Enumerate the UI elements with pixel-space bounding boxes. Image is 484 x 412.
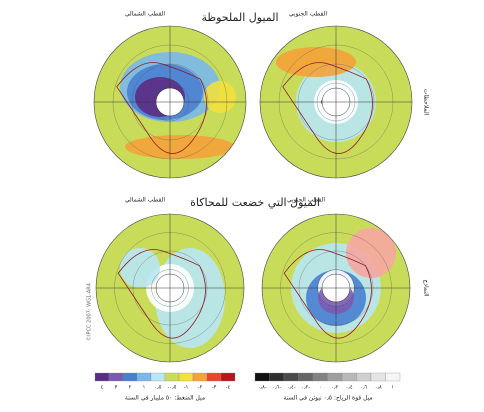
scale-swatch [283, 372, 299, 382]
row-label: النماذج [423, 279, 430, 296]
scale-caption: ميل الضغط: ٥٠ مليبار في السنة [125, 395, 205, 402]
scale-swatch [122, 372, 138, 382]
scale-swatch [192, 372, 208, 382]
row-label: الملاحظات [423, 89, 430, 116]
scale-label: ٠٫٦- [272, 385, 281, 391]
scale-label: ١ [143, 385, 146, 391]
coastline [283, 249, 372, 339]
coastline [282, 62, 373, 154]
coastline [116, 62, 207, 154]
coastline [117, 249, 206, 339]
scale-label: ٠٫٨ [375, 385, 382, 391]
credit: ©IPCC 2007: WG1-AR4 [86, 283, 93, 341]
scale-swatch [164, 372, 180, 382]
polar-map [94, 26, 246, 178]
scale-label: ٠٫٥ [155, 385, 162, 391]
map-label: القطب الشمالي [125, 197, 166, 204]
scale-label: ٠٫٤- [287, 385, 296, 391]
scale-swatch [136, 372, 152, 382]
polar-map [96, 214, 244, 362]
trend-region [204, 81, 236, 113]
scale-swatch [94, 372, 110, 382]
scale-label: -٤ [226, 385, 231, 391]
scale-label: ٠٫٦ [360, 385, 367, 391]
trend-region [120, 248, 160, 288]
scale-label: ٢ [129, 385, 132, 391]
scale-label: ٠ [319, 385, 322, 391]
scale-label: -٠٫٥ [168, 385, 177, 391]
scale-label: ٠٫٨- [258, 385, 267, 391]
scale-label: ٠٫٢- [301, 385, 310, 391]
simulated-title: الميول التي خضعت للمحاكاة [190, 196, 320, 209]
map-outline [261, 213, 411, 363]
map-outline [259, 25, 413, 179]
observed-title: الميول الملحوظة [201, 11, 278, 24]
scale-label: ٤ [101, 385, 104, 391]
scale-swatch [356, 372, 372, 382]
map-label: القطب الجنوبي [287, 197, 326, 204]
scale-swatch [385, 372, 401, 382]
scale-label: ٣ [115, 385, 118, 391]
scale-swatch [298, 372, 314, 382]
scale-label: ٠٫٢ [331, 385, 338, 391]
scale-swatch [312, 372, 328, 382]
scale-caption: ميل قوة الرياح: ٠٫٥ نيوتن في السنة [283, 395, 372, 402]
map-label: القطب الشمالي [125, 11, 166, 18]
map-outline [95, 213, 245, 363]
scale-swatch [254, 372, 270, 382]
scale-swatch [341, 372, 357, 382]
trend-region [276, 47, 356, 77]
map-label: القطب الجنوبي [289, 11, 328, 18]
scale-swatch [108, 372, 124, 382]
scale-swatch [370, 372, 386, 382]
polar-map [260, 26, 412, 178]
scale-label: ٠٫٤ [346, 385, 353, 391]
scale-swatch [150, 372, 166, 382]
scale-label: -٣ [212, 385, 217, 391]
polar-map [262, 214, 410, 362]
trend-region [125, 135, 235, 159]
trend-region [346, 228, 396, 278]
scale-swatch [220, 372, 236, 382]
scale-label: -٢ [198, 385, 203, 391]
scale-swatch [178, 372, 194, 382]
scale-swatch [327, 372, 343, 382]
scale-swatch [269, 372, 285, 382]
map-outline [93, 25, 247, 179]
scale-label: -١ [184, 385, 189, 391]
scale-label: ١ [391, 385, 394, 391]
scale-swatch [206, 372, 222, 382]
